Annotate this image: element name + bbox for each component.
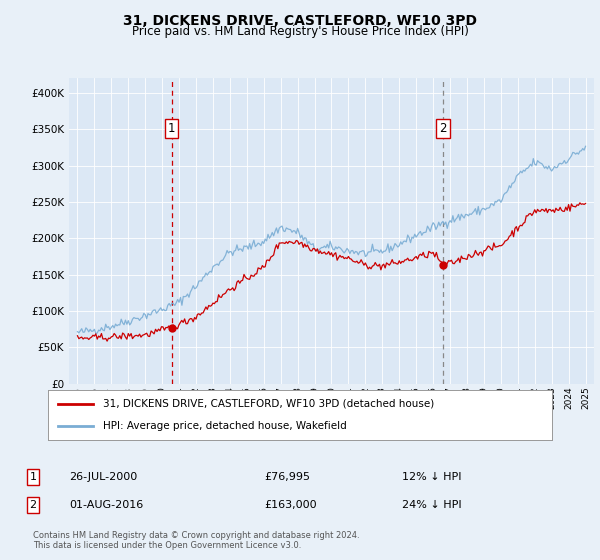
Text: 31, DICKENS DRIVE, CASTLEFORD, WF10 3PD: 31, DICKENS DRIVE, CASTLEFORD, WF10 3PD — [123, 14, 477, 28]
Text: £163,000: £163,000 — [264, 500, 317, 510]
Text: £76,995: £76,995 — [264, 472, 310, 482]
Text: Contains HM Land Registry data © Crown copyright and database right 2024.
This d: Contains HM Land Registry data © Crown c… — [33, 531, 359, 550]
Text: 31, DICKENS DRIVE, CASTLEFORD, WF10 3PD (detached house): 31, DICKENS DRIVE, CASTLEFORD, WF10 3PD … — [103, 399, 434, 409]
Text: 1: 1 — [168, 122, 176, 136]
Text: Price paid vs. HM Land Registry's House Price Index (HPI): Price paid vs. HM Land Registry's House … — [131, 25, 469, 38]
Text: 01-AUG-2016: 01-AUG-2016 — [69, 500, 143, 510]
Text: 2: 2 — [29, 500, 37, 510]
Text: 2: 2 — [439, 122, 446, 136]
Text: 12% ↓ HPI: 12% ↓ HPI — [402, 472, 461, 482]
Text: HPI: Average price, detached house, Wakefield: HPI: Average price, detached house, Wake… — [103, 421, 347, 431]
Text: 24% ↓ HPI: 24% ↓ HPI — [402, 500, 461, 510]
Text: 26-JUL-2000: 26-JUL-2000 — [69, 472, 137, 482]
Text: 1: 1 — [29, 472, 37, 482]
